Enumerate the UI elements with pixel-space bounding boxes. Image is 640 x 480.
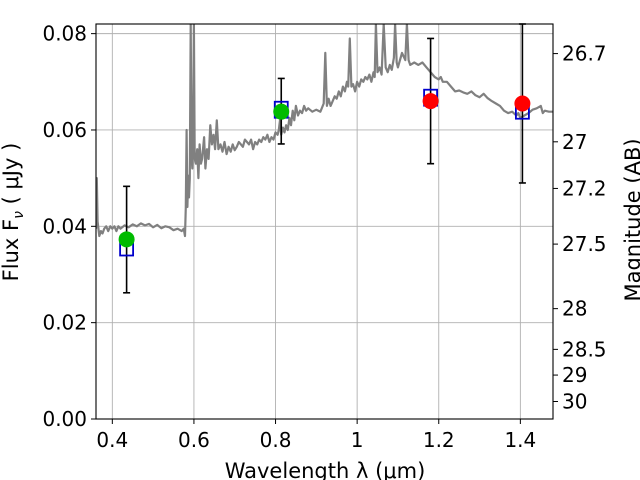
y-axis-label: Flux Fν ( μJy ) <box>0 143 27 282</box>
y-tick-label: 0.04 <box>42 214 87 238</box>
photometry-layer <box>118 23 531 294</box>
x-tick-label: 1.2 <box>423 428 455 452</box>
y-tick-label: 0.02 <box>42 311 87 335</box>
y2-tick-label: 26.7 <box>562 42 607 66</box>
y-tick-label: 0.00 <box>42 407 87 431</box>
x-tick-label: 0.8 <box>260 428 292 452</box>
y2-tick-label: 27 <box>562 130 587 154</box>
plot-frame <box>95 23 554 420</box>
x-tick-label: 0.4 <box>96 428 128 452</box>
y-axis-label-main: Flux F <box>0 219 23 281</box>
y2-tick-label: 27.2 <box>562 176 607 200</box>
observed-flux-point <box>118 231 135 248</box>
tick-layer: 0.4 0.6 0.8 1 1.2 1.4 0.00 0.02 0.04 0.06 0.08 26.7… <box>42 22 606 452</box>
y2-tick-label: 27.5 <box>562 232 607 256</box>
model-spectrum-layer <box>96 24 553 238</box>
observed-flux-point <box>273 103 290 120</box>
y2-tick-label: 28 <box>562 297 587 321</box>
y-tick-label: 0.08 <box>42 22 87 46</box>
y-tick-label: 0.06 <box>42 118 87 142</box>
y2-tick-label: 28.5 <box>562 337 607 361</box>
axes-frame <box>95 23 554 420</box>
x-tick-label: 0.6 <box>178 428 210 452</box>
x-tick-label: 1.4 <box>504 428 536 452</box>
model-spectrum-line <box>96 24 553 238</box>
observed-flux-point <box>514 95 531 112</box>
x-axis-label: Wavelength λ (μm) <box>225 459 426 480</box>
y-axis-label-unit: ( μJy ) <box>0 143 23 211</box>
observed-flux-point <box>422 93 439 110</box>
y2-tick-label: 29 <box>562 363 587 387</box>
x-tick-label: 1 <box>351 428 364 452</box>
y-axis-label-subscript: ν <box>11 211 27 219</box>
y2-axis-label: Magnitude (AB) <box>621 138 640 301</box>
y2-tick-label: 30 <box>562 390 587 414</box>
